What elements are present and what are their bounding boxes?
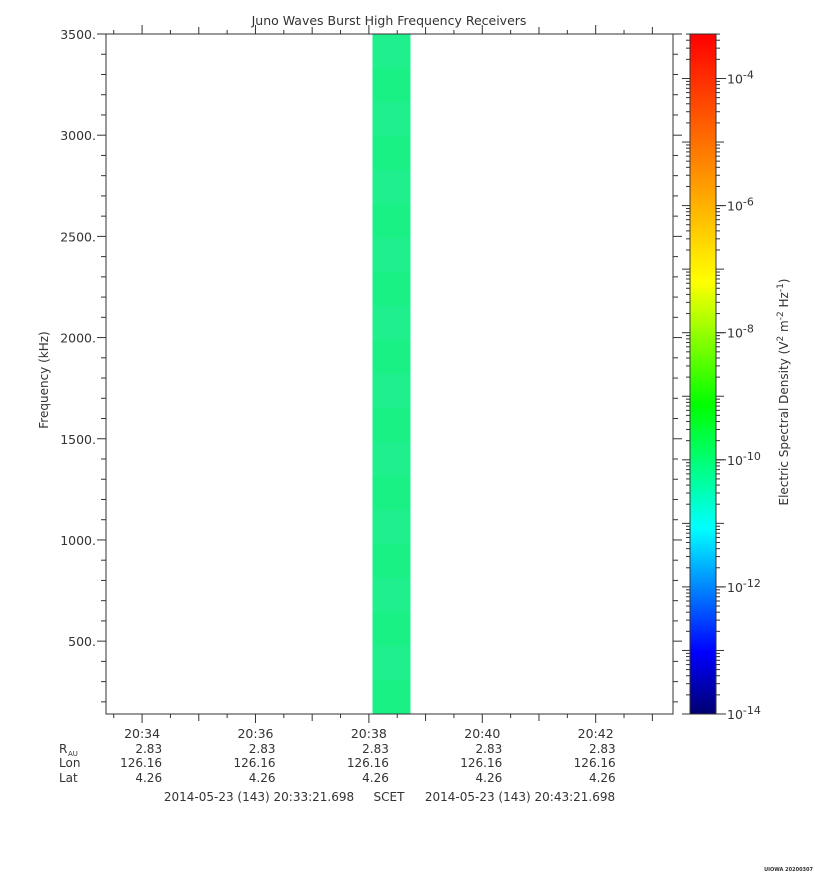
ephemeris-lat-value: 4.26 [249,771,276,785]
time-range-end: 2014-05-23 (143) 20:43:21.698 [425,790,615,804]
data-block-band [372,510,411,544]
colorbar-tick-label: 10-14 [727,704,761,722]
x-tick-label: 20:38 [351,726,387,741]
time-range-label: SCET [374,790,406,804]
y-tick-label: 3000. [60,128,96,143]
ephemeris-r-value: 2.83 [135,742,162,756]
colorbar-label-end: ) [777,278,791,283]
y-tick-label: 3500. [60,27,96,42]
colorbar-tick-label: 10-4 [727,68,754,86]
data-block-band [372,612,411,646]
y-axis: 500. 1000. 1500. 2000. 2500. 3000. 3500. [60,27,682,703]
ephemeris-lat-value: 4.26 [476,771,503,785]
y-tick-label: 1000. [60,533,96,548]
colorbar-tick-exp: -12 [743,577,761,590]
y-tick-label: 1500. [60,432,96,447]
colorbar-tick-exp: -10 [743,450,761,463]
footer-stamp: UIOWA 20200307 [764,867,813,873]
colorbar-label: Electric Spectral Density (V2 m-2 Hz-1) [776,278,791,505]
ephemeris-lat-value: 4.26 [362,771,389,785]
data-block-band [372,680,411,714]
data-block-band [372,646,411,680]
ephemeris-lon-label: Lon [59,756,80,770]
ephemeris-table: R AU Lon Lat 2.83126.164.262.83126.164.2… [59,742,616,785]
plot-area [105,33,674,715]
ephemeris-r-label: R [59,742,67,756]
colorbar-label-mid2: Hz [777,292,791,311]
ephemeris-lon-value: 126.16 [347,756,389,770]
colorbar-label-main: Electric Spectral Density (V [777,341,791,506]
ephemeris-lat-value: 4.26 [589,771,616,785]
colorbar-tick-exp: -14 [743,704,761,717]
x-tick-label: 20:42 [578,726,614,741]
data-block-band [372,102,411,136]
colorbar-tick-label: 10-10 [727,450,761,468]
colorbar-tick-label: 10-6 [727,196,754,214]
data-block-band [372,34,411,68]
ephemeris-lat-value: 4.26 [135,771,162,785]
ephemeris-r-value: 2.83 [476,742,503,756]
chart-title: Juno Waves Burst High Frequency Receiver… [251,13,527,28]
data-block-band [372,374,411,408]
colorbar-tick-label: 10-8 [727,323,754,341]
x-tick-label: 20:34 [124,726,160,741]
data-block-band [372,68,411,102]
colorbar-label-sup1: 2 [776,336,786,342]
data-block-band [372,544,411,578]
data-block-band [372,306,411,340]
colorbar-tick-base: 10 [727,580,743,595]
y-axis-label: Frequency (kHz) [37,331,51,428]
x-tick-label: 20:40 [464,726,500,741]
ephemeris-lat-label: Lat [59,771,78,785]
data-block-band [372,136,411,170]
ephemeris-r-value: 2.83 [589,742,616,756]
colorbar-tick-base: 10 [727,707,743,722]
colorbar-tick-base: 10 [727,199,743,214]
colorbar-tick-base: 10 [727,453,743,468]
time-range-footer: 2014-05-23 (143) 20:33:21.698 SCET 2014-… [164,790,615,804]
ephemeris-r-value: 2.83 [249,742,276,756]
colorbar-tick-exp: -8 [743,323,754,336]
colorbar-label-mid: m [777,320,791,336]
ephemeris-lon-value: 126.16 [233,756,275,770]
colorbar-tick-exp: -6 [743,196,754,209]
colorbar-gradient [690,34,716,714]
ephemeris-r-sub: AU [68,750,78,758]
colorbar-tick-label: 10-12 [727,577,761,595]
colorbar-label-sup3: -1 [776,283,786,292]
data-block-band [372,170,411,204]
data-block-band [372,340,411,374]
time-range-start: 2014-05-23 (143) 20:33:21.698 [164,790,354,804]
data-block-band [372,578,411,612]
data-block-band [372,272,411,306]
data-block-band [372,238,411,272]
data-block-band [372,204,411,238]
colorbar-label-sup2: -2 [776,311,786,320]
ephemeris-lon-value: 126.16 [574,756,616,770]
x-tick-label: 20:36 [237,726,273,741]
colorbar-frame [689,33,717,715]
ephemeris-lon-value: 126.16 [460,756,502,770]
data-block-band [372,476,411,510]
data-block-band [372,442,411,476]
plot-frame [105,33,674,715]
ephemeris-lon-value: 126.16 [120,756,162,770]
y-tick-label: 500. [68,634,96,649]
y-tick-label: 2500. [60,229,96,244]
ephemeris-r-value: 2.83 [362,742,389,756]
colorbar-tick-exp: -4 [743,68,754,81]
colorbar-tick-base: 10 [727,71,743,86]
data-block-band [372,408,411,442]
y-tick-label: 2000. [60,331,96,346]
x-axis: 20:34 20:36 20:38 20:40 20:42 [113,25,653,741]
colorbar-tick-base: 10 [727,326,743,341]
